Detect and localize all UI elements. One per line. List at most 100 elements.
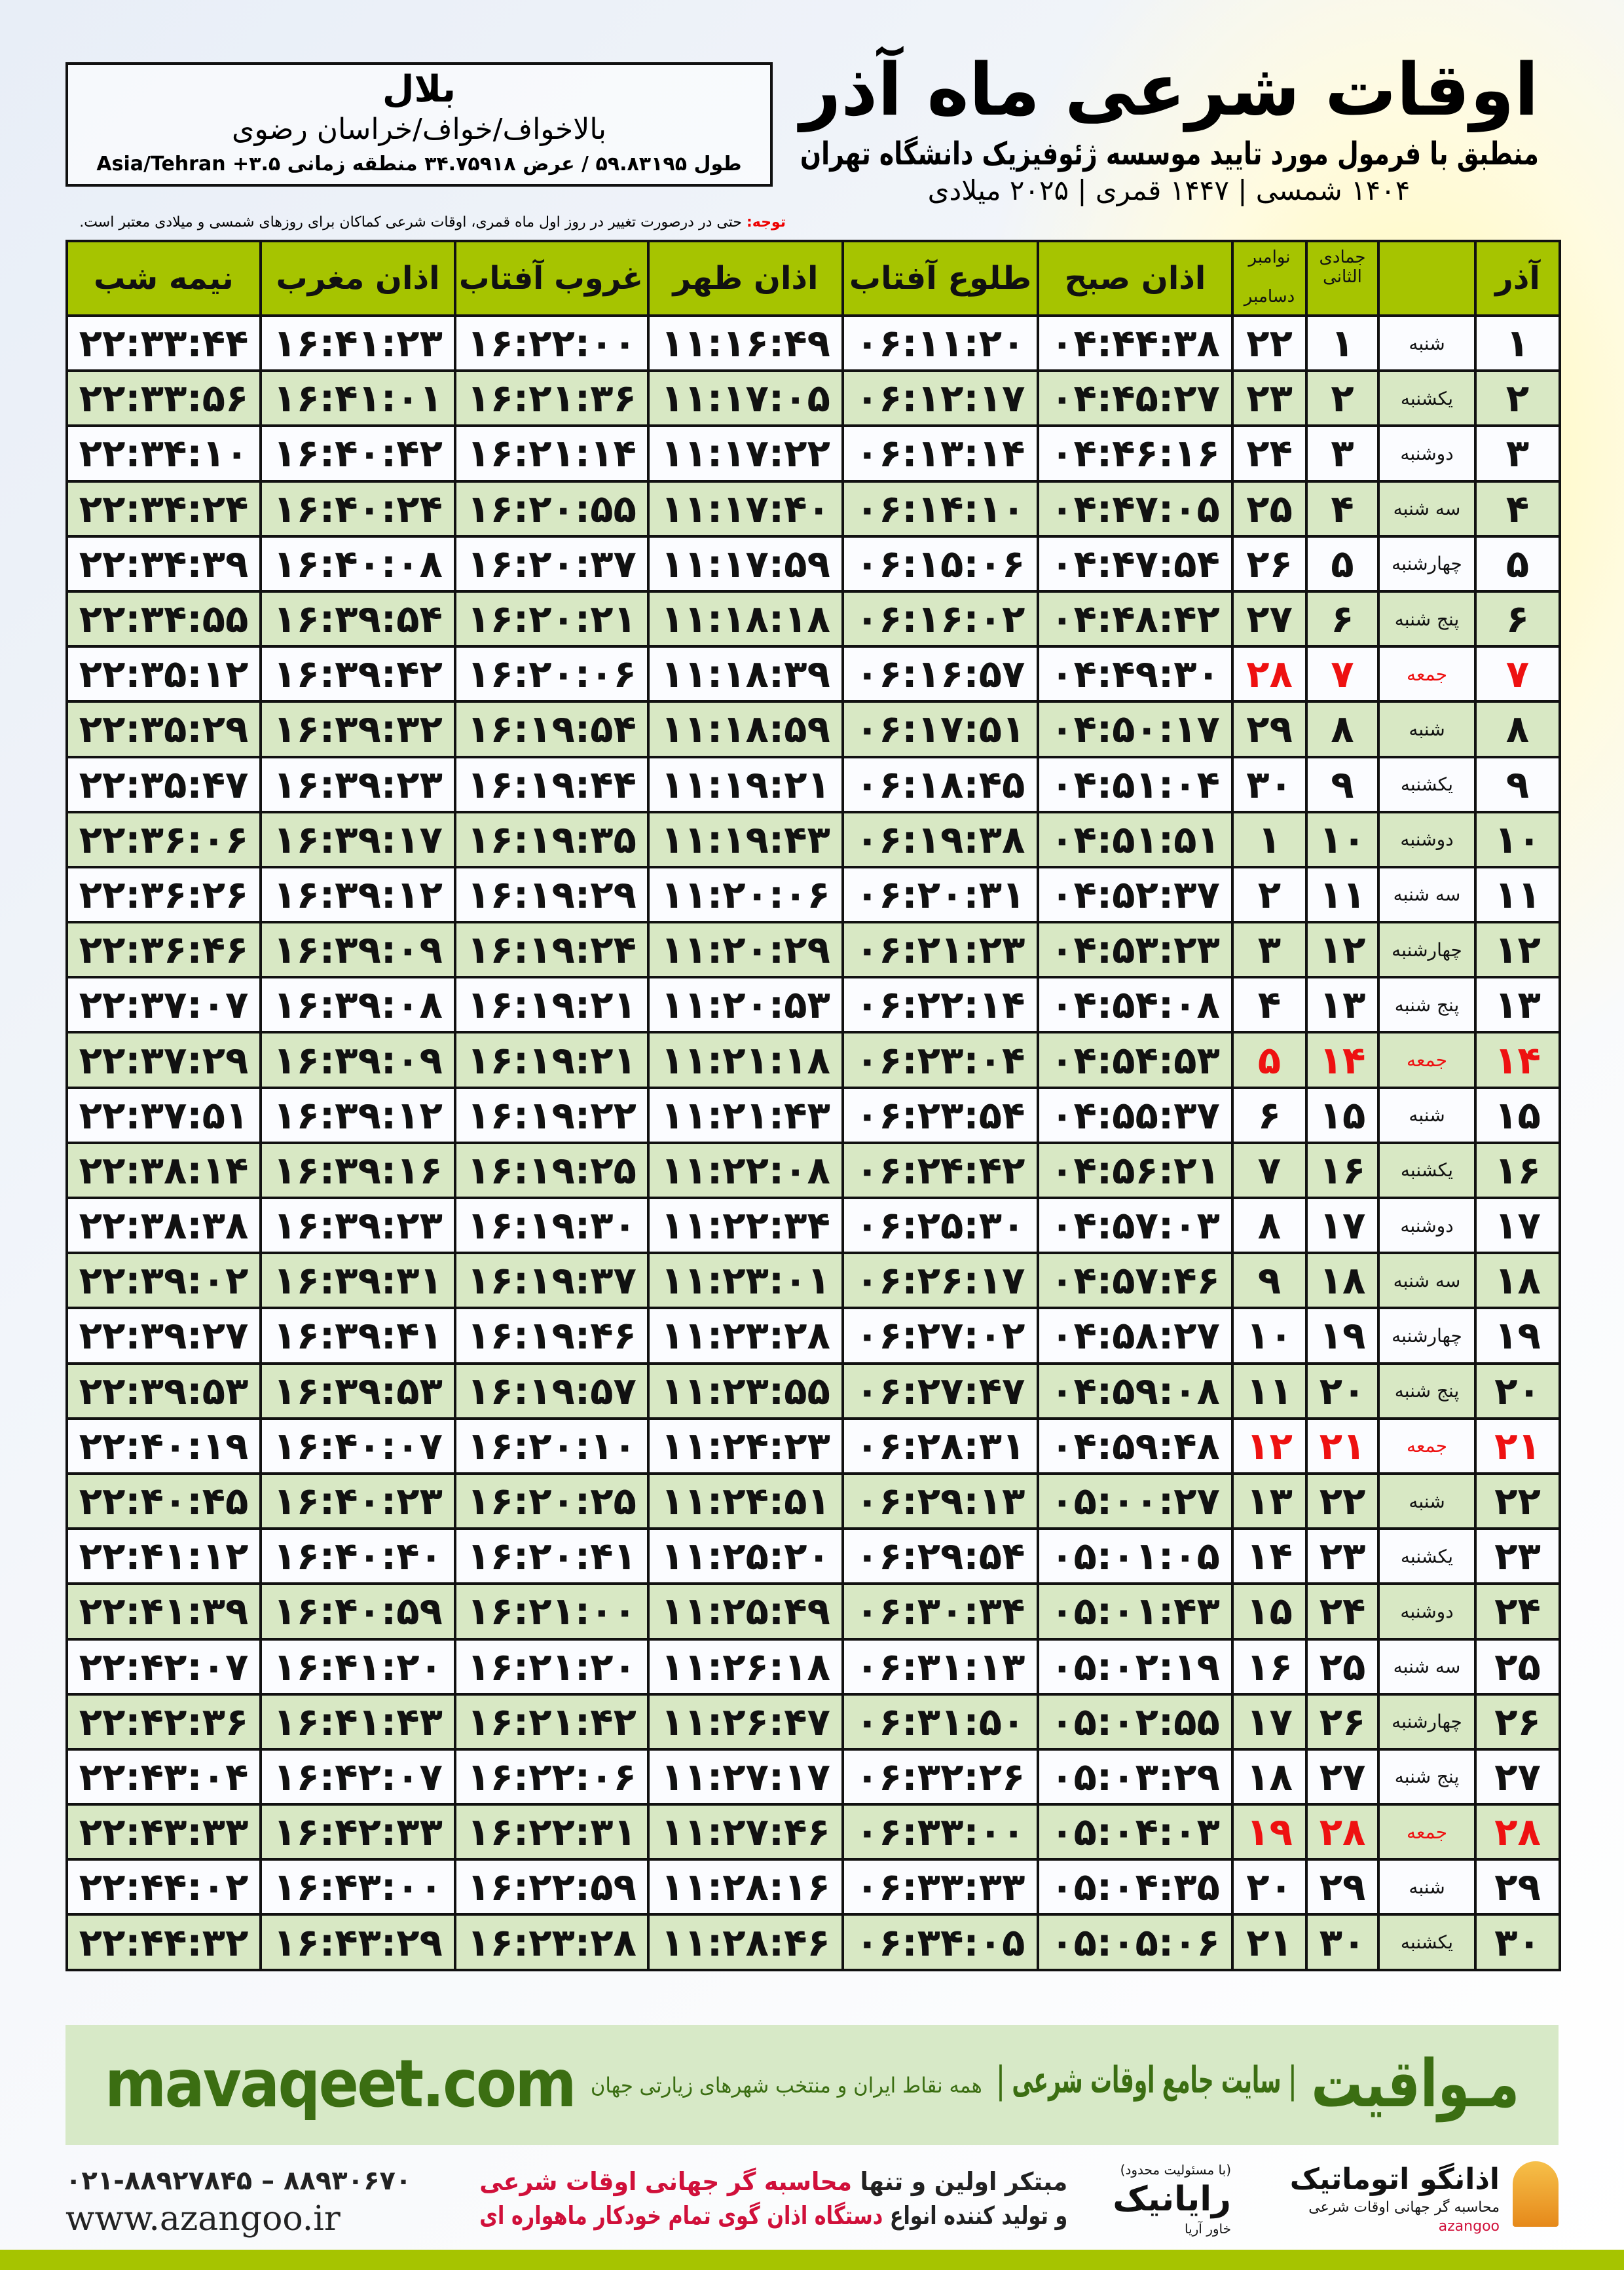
table-row: ۲۲:۴۱:۳۹ ۱۶:۴۰:۵۹ ۱۶:۲۱:۰۰ ۱۱:۲۵:۴۹ ۰۶:۳۰:۳۴… bbox=[65, 1582, 1561, 1641]
banner-tagline-text: | سایت جامع اوقات شرعی | bbox=[997, 2059, 1297, 2102]
cell-weekday-text: جمعه bbox=[1406, 663, 1447, 685]
rayanik-logo: (با مسئولیت محدود) رایانیک خاور آریا bbox=[1087, 2161, 1231, 2237]
cell-zuhr: ۱۱:۲۳:۵۵ bbox=[647, 1362, 844, 1420]
cell-fajr: ۰۵:۰۳:۲۹ bbox=[1037, 1747, 1234, 1806]
cell-sunset: ۱۶:۲۲:۵۹ bbox=[454, 1858, 650, 1916]
cell-sunrise-text: ۰۶:۲۹:۱۳ bbox=[855, 1479, 1025, 1524]
cell-midnight: ۲۲:۳۷:۵۱ bbox=[65, 1086, 262, 1144]
cell-maghrib: ۱۶:۴۳:۲۹ bbox=[259, 1913, 456, 1971]
cell-azar-day-text: ۷ bbox=[1505, 652, 1530, 697]
cell-weekday: دوشنبه bbox=[1377, 810, 1477, 868]
cell-gregorian-day: ۱۳ bbox=[1231, 1472, 1308, 1531]
cell-sunrise-text: ۰۶:۱۴:۱۰ bbox=[855, 486, 1025, 531]
cell-weekday: یکشنبه bbox=[1377, 369, 1477, 428]
table-row: ۲۲:۳۴:۵۵ ۱۶:۳۹:۵۴ ۱۶:۲۰:۲۱ ۱۱:۱۸:۱۸ ۰۶:۱۶:۰۲… bbox=[65, 589, 1561, 648]
col-midnight: نیمه شب bbox=[65, 240, 262, 317]
cell-azar-day-text: ۲۸ bbox=[1494, 1810, 1541, 1855]
cell-gregorian-day-text: ۲۱ bbox=[1246, 1920, 1293, 1965]
cell-sunset: ۱۶:۱۹:۴۴ bbox=[454, 755, 650, 813]
cell-gregorian-day-text: ۱۶ bbox=[1246, 1644, 1293, 1689]
cell-sunset-text: ۱۶:۲۳:۲۸ bbox=[467, 1920, 637, 1965]
cell-sunset: ۱۶:۲۰:۲۵ bbox=[454, 1472, 650, 1531]
site-url[interactable]: mavaqeet.com bbox=[105, 2045, 577, 2123]
cell-hijri-day-text: ۴ bbox=[1331, 486, 1354, 531]
cell-midnight: ۲۲:۴۳:۳۳ bbox=[65, 1803, 262, 1861]
azangoo-url-text[interactable]: www.azangoo.ir bbox=[65, 2199, 341, 2239]
cell-sunrise: ۰۶:۱۳:۱۴ bbox=[841, 424, 1039, 483]
cell-fajr-text: ۰۵:۰۵:۰۶ bbox=[1050, 1920, 1220, 1965]
cell-hijri-day-text: ۲۴ bbox=[1319, 1589, 1366, 1634]
cell-hijri-day: ۳ bbox=[1305, 424, 1380, 483]
cell-fajr-text: ۰۴:۴۵:۲۷ bbox=[1050, 376, 1220, 421]
site-url-text[interactable]: mavaqeet.com bbox=[105, 2045, 577, 2122]
cell-sunset: ۱۶:۲۳:۲۸ bbox=[454, 1913, 650, 1971]
cell-weekday: جمعه bbox=[1377, 1417, 1477, 1475]
table-row: ۲۲:۳۹:۲۷ ۱۶:۳۹:۴۱ ۱۶:۱۹:۴۶ ۱۱:۲۳:۲۸ ۰۶:۲۷:۰۲… bbox=[65, 1307, 1561, 1365]
cell-gregorian-day: ۸ bbox=[1231, 1196, 1308, 1255]
cell-fajr: ۰۴:۴۷:۵۴ bbox=[1037, 534, 1234, 593]
cell-fajr: ۰۵:۰۲:۱۹ bbox=[1037, 1637, 1234, 1696]
cell-zuhr-text: ۱۱:۱۷:۵۹ bbox=[661, 541, 830, 586]
cell-sunrise-text: ۰۶:۲۴:۴۲ bbox=[855, 1147, 1025, 1193]
cell-hijri-day-text: ۳ bbox=[1331, 431, 1354, 476]
cell-azar-day-text: ۲۳ bbox=[1494, 1534, 1541, 1579]
cell-maghrib: ۱۶:۳۹:۰۹ bbox=[259, 1031, 456, 1089]
azangoo-url[interactable]: www.azangoo.ir bbox=[65, 2199, 458, 2239]
cell-sunrise-text: ۰۶:۳۱:۵۰ bbox=[855, 1699, 1025, 1744]
cell-sunset: ۱۶:۱۹:۲۴ bbox=[454, 921, 650, 979]
cell-hijri-day: ۲۸ bbox=[1305, 1803, 1380, 1861]
cell-maghrib-text: ۱۶:۳۹:۱۲ bbox=[273, 872, 443, 917]
cell-weekday-text: دوشنبه bbox=[1400, 442, 1454, 464]
mosque-dome-icon bbox=[1513, 2161, 1559, 2227]
cell-azar-day: ۱۴ bbox=[1474, 1031, 1561, 1089]
cell-hijri-day: ۱۵ bbox=[1305, 1086, 1380, 1144]
cell-midnight: ۲۲:۴۰:۴۵ bbox=[65, 1472, 262, 1531]
prayer-times-table: نیمه شب اذان مغرب غروب آفتاب اذان ظهر طل… bbox=[65, 240, 1561, 1971]
cell-hijri-day: ۲۲ bbox=[1305, 1472, 1380, 1531]
table-row: ۲۲:۳۹:۵۳ ۱۶:۳۹:۵۳ ۱۶:۱۹:۵۷ ۱۱:۲۳:۵۵ ۰۶:۲۷:۴۷… bbox=[65, 1362, 1561, 1420]
cell-azar-day: ۵ bbox=[1474, 534, 1561, 593]
cell-fajr-text: ۰۴:۵۷:۰۳ bbox=[1050, 1203, 1220, 1248]
cell-maghrib-text: ۱۶:۳۹:۳۱ bbox=[273, 1258, 443, 1303]
cell-midnight: ۲۲:۳۷:۲۹ bbox=[65, 1031, 262, 1089]
cell-maghrib-text: ۱۶:۳۹:۰۹ bbox=[273, 1037, 443, 1083]
cell-sunset: ۱۶:۱۹:۲۹ bbox=[454, 865, 650, 924]
slogan-line2: و تولید کننده انواع bbox=[883, 2201, 1067, 2230]
cell-fajr: ۰۵:۰۴:۰۳ bbox=[1037, 1803, 1234, 1861]
cell-sunrise: ۰۶:۱۶:۰۲ bbox=[841, 589, 1039, 648]
cell-weekday-text: پنج شنبه bbox=[1394, 1766, 1460, 1788]
cell-hijri-day: ۱۸ bbox=[1305, 1252, 1380, 1310]
cell-sunset: ۱۶:۱۹:۲۱ bbox=[454, 1031, 650, 1089]
cell-hijri-day-text: ۲۹ bbox=[1319, 1865, 1366, 1910]
cell-maghrib: ۱۶:۴۰:۴۰ bbox=[259, 1527, 456, 1586]
cell-weekday: یکشنبه bbox=[1377, 1913, 1477, 1971]
cell-zuhr-text: ۱۱:۲۵:۴۹ bbox=[661, 1589, 830, 1634]
cell-azar-day-text: ۲۰ bbox=[1494, 1368, 1541, 1413]
cell-zuhr: ۱۱:۲۲:۳۴ bbox=[647, 1196, 844, 1255]
cell-midnight-text: ۲۲:۴۳:۰۴ bbox=[79, 1754, 249, 1799]
cell-azar-day-text: ۱۹ bbox=[1494, 1313, 1541, 1358]
cell-azar-day-text: ۳ bbox=[1505, 431, 1530, 476]
col-azar: آذر bbox=[1474, 240, 1561, 317]
location-path: بالاخواف/خواف/خراسان رضوی bbox=[76, 112, 762, 147]
cell-fajr: ۰۴:۵۱:۰۴ bbox=[1037, 755, 1234, 813]
cell-azar-day: ۲۰ bbox=[1474, 1362, 1561, 1420]
cell-azar-day-text: ۹ bbox=[1505, 762, 1530, 807]
cell-zuhr-text: ۱۱:۲۸:۴۶ bbox=[661, 1920, 830, 1965]
cell-sunrise-text: ۰۶:۱۲:۱۷ bbox=[855, 376, 1025, 421]
cell-zuhr: ۱۱:۲۸:۴۶ bbox=[647, 1913, 844, 1971]
cell-zuhr: ۱۱:۲۷:۴۶ bbox=[647, 1803, 844, 1861]
cell-fajr-text: ۰۴:۵۴:۵۳ bbox=[1050, 1037, 1220, 1083]
cell-fajr: ۰۴:۵۷:۴۶ bbox=[1037, 1252, 1234, 1310]
cell-sunset-text: ۱۶:۲۰:۲۵ bbox=[467, 1479, 637, 1524]
cell-weekday: چهارشنبه bbox=[1377, 1692, 1477, 1751]
cell-hijri-day-text: ۲۲ bbox=[1319, 1479, 1366, 1524]
cell-zuhr: ۱۱:۲۶:۴۷ bbox=[647, 1692, 844, 1751]
cell-sunrise-text: ۰۶:۱۷:۵۱ bbox=[855, 707, 1025, 752]
cell-fajr-text: ۰۴:۵۱:۵۱ bbox=[1050, 817, 1220, 862]
cell-zuhr-text: ۱۱:۲۱:۴۳ bbox=[661, 1092, 830, 1138]
cell-azar-day: ۴ bbox=[1474, 479, 1561, 538]
cell-midnight: ۲۲:۳۸:۳۸ bbox=[65, 1196, 262, 1255]
slogan-line1-wrap: مبتکر اولین و تنها محاسبه گر جهانی اوقات… bbox=[479, 2165, 1067, 2199]
cell-gregorian-day: ۱۰ bbox=[1231, 1307, 1308, 1365]
